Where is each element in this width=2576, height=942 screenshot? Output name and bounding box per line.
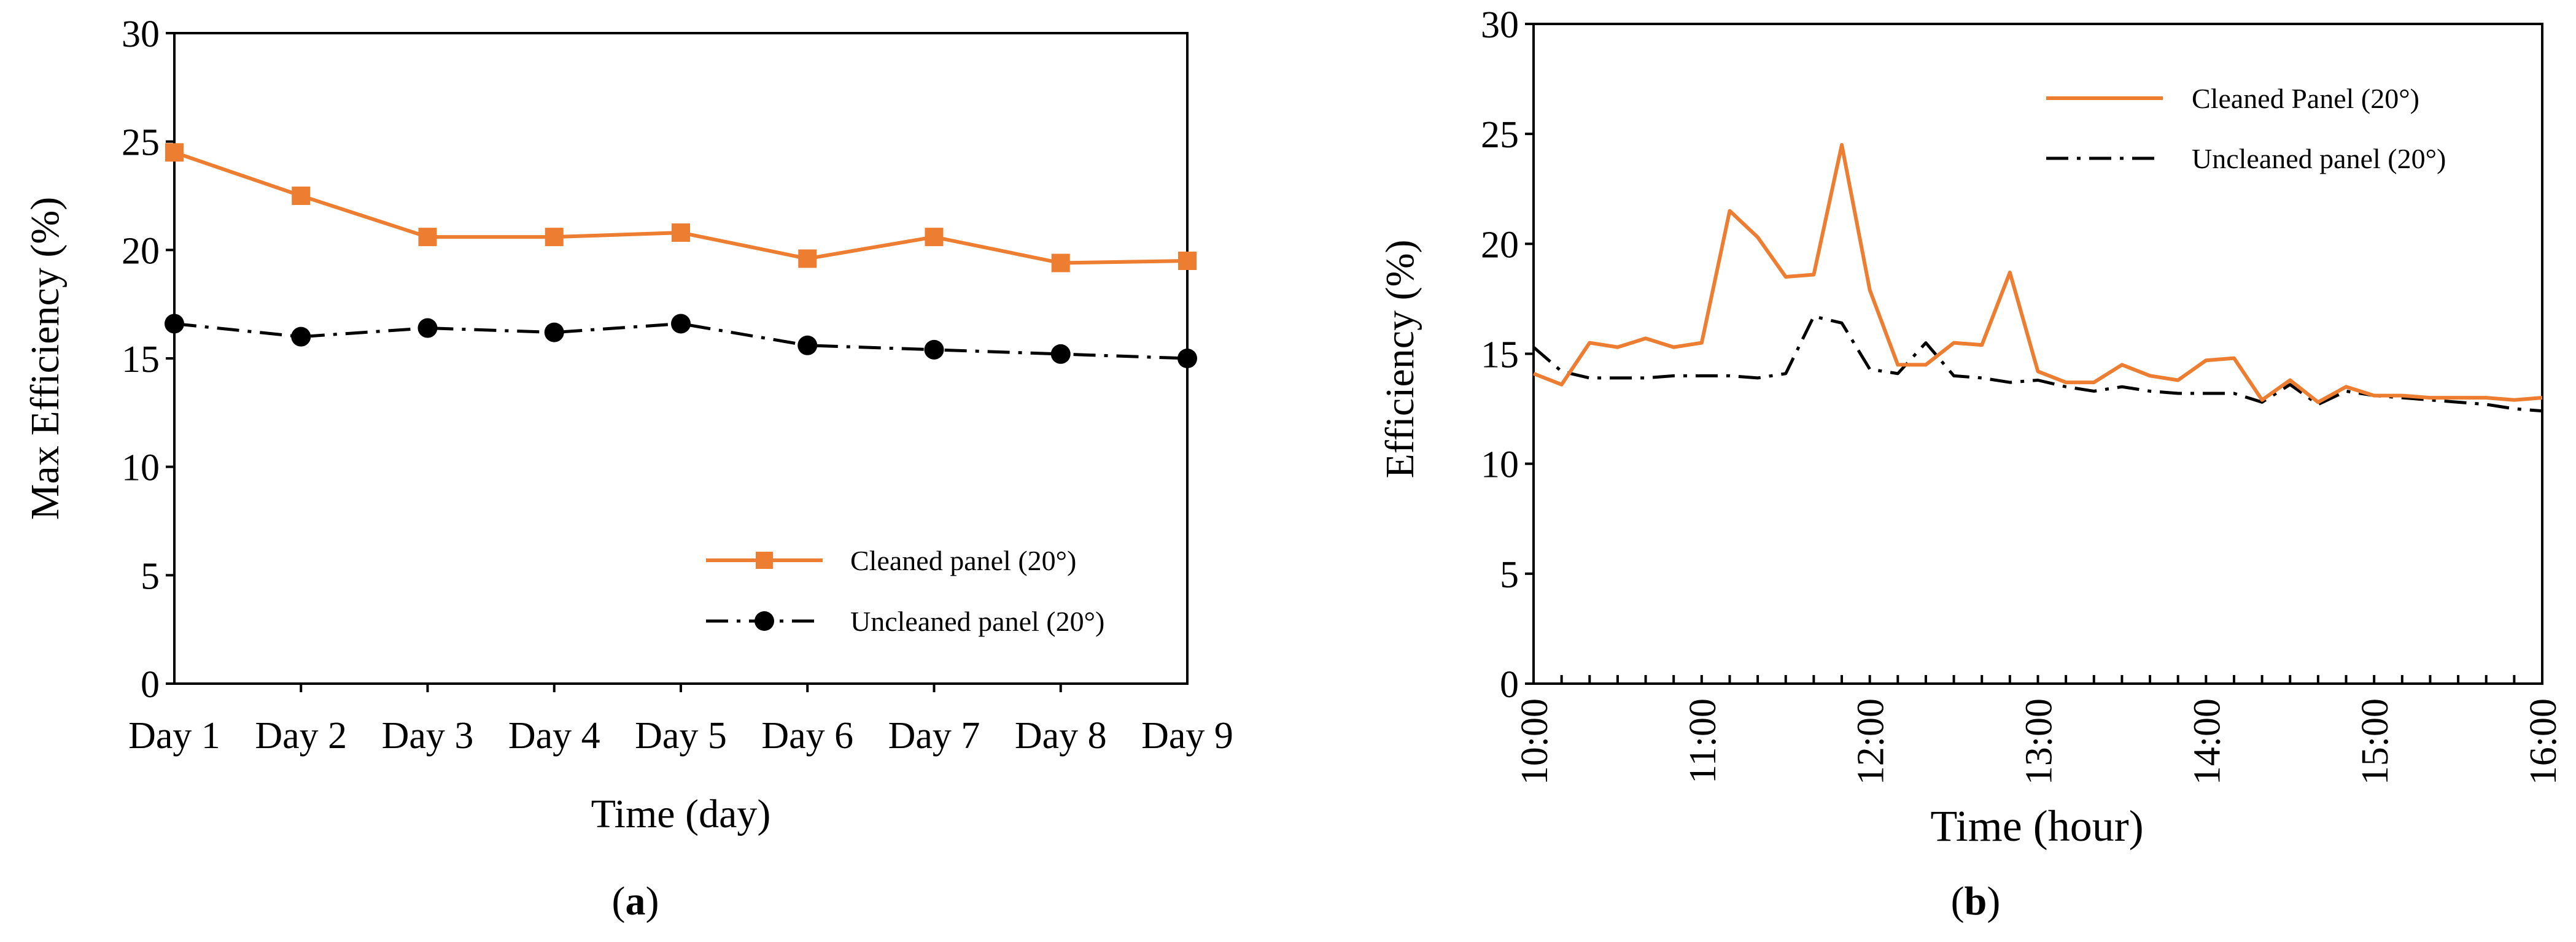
panel-a-point-cleaned bbox=[672, 223, 690, 242]
panel-a-legend: Cleaned panel (20°) Uncleaned panel (20°… bbox=[706, 545, 1104, 637]
panel-a-label: (a) bbox=[612, 879, 659, 924]
panel-b-series-line-cleaned bbox=[1532, 143, 2543, 404]
panel-b-plot-frame bbox=[1532, 23, 2543, 685]
panel-a-y-axis-label: Max Efficiency (%) bbox=[23, 197, 68, 520]
panel-a-point-uncleaned bbox=[291, 326, 311, 347]
panel-a-point-uncleaned bbox=[671, 314, 691, 334]
panel-b-legend: Cleaned Panel (20°) Uncleaned panel (20°… bbox=[2046, 83, 2446, 174]
panel-a-point-uncleaned bbox=[165, 314, 184, 334]
panel-b-y-tick-label: 15 bbox=[1481, 334, 1519, 376]
panel-b-y-tick-label: 20 bbox=[1481, 224, 1519, 266]
panel-a-point-uncleaned bbox=[1177, 349, 1197, 368]
panel-a-point-uncleaned bbox=[924, 339, 944, 360]
panel-a-point-uncleaned bbox=[1050, 344, 1071, 364]
panel-a-x-tick-label: Day 7 bbox=[888, 715, 980, 757]
panel-b-y-tick-label: 10 bbox=[1481, 444, 1519, 486]
panel-b-x-tick-label: 13:00 bbox=[2019, 698, 2060, 785]
panel-a-point-cleaned bbox=[165, 143, 184, 162]
panel-a-x-tick-label: Day 4 bbox=[508, 715, 600, 757]
panel-a-y-tick-label: 25 bbox=[122, 122, 160, 164]
panel-a-y-tick-label: 10 bbox=[122, 447, 160, 489]
panel-b-x-tick-label: 11:00 bbox=[1682, 698, 1724, 784]
panel-a-series-line-uncleaned bbox=[174, 322, 1188, 360]
legend-a-cleaned-marker bbox=[756, 552, 773, 569]
panel-a-x-tick-label: Day 5 bbox=[635, 715, 727, 757]
panel-a-series-line-cleaned bbox=[174, 150, 1188, 265]
panel-a-x-tick-label: Day 1 bbox=[128, 715, 220, 757]
panel-a-x-tick-label: Day 8 bbox=[1015, 715, 1107, 757]
panel-a-point-uncleaned bbox=[797, 335, 818, 355]
panel-b-x-tick-label: 14:00 bbox=[2186, 698, 2228, 785]
panel-a-x-tick-label: Day 6 bbox=[761, 715, 853, 757]
panel-b-x-tick-label: 10:00 bbox=[1514, 698, 1556, 785]
legend-a-uncleaned-label: Uncleaned panel (20°) bbox=[850, 606, 1104, 637]
panel-b-x-ticks: 10:00 11:00 12:00 13:00 14:00 15:00 16:00 bbox=[1514, 675, 2564, 785]
panel-a-y-tick-label: 5 bbox=[141, 555, 160, 597]
panel-b-series bbox=[1532, 143, 2543, 413]
panel-a-point-uncleaned bbox=[544, 322, 564, 342]
legend-a-uncleaned-marker bbox=[755, 611, 774, 631]
legend-b-uncleaned-label: Uncleaned panel (20°) bbox=[2192, 143, 2446, 174]
panel-a-y-tick-label: 15 bbox=[122, 339, 160, 380]
panel-a-y-ticks: 0 5 10 15 20 25 30 bbox=[122, 14, 174, 706]
panel-a-x-tick-label: Day 2 bbox=[255, 715, 347, 757]
panel-a-y-tick-label: 0 bbox=[141, 664, 160, 706]
panel-a-point-cleaned bbox=[925, 228, 944, 247]
panel-a-plot-frame bbox=[173, 32, 1189, 685]
panel-b-y-ticks: 0 5 10 15 20 25 30 bbox=[1481, 4, 1534, 706]
panel-b-x-axis-label: Time (hour) bbox=[1930, 801, 2143, 851]
panel-a-point-cleaned bbox=[1051, 253, 1070, 272]
panel-a-series bbox=[165, 143, 1197, 368]
panel-a-letter: a bbox=[626, 879, 646, 924]
panel-a-y-tick-label: 20 bbox=[122, 230, 160, 272]
panel-a-point-cleaned bbox=[798, 249, 817, 268]
panel-b-y-tick-label: 5 bbox=[1500, 554, 1519, 596]
panel-a-point-cleaned bbox=[418, 228, 437, 247]
panel-a-x-tick-label: Day 3 bbox=[382, 715, 474, 757]
panel-a-point-cleaned bbox=[545, 228, 564, 247]
panel-a-point-uncleaned bbox=[417, 318, 438, 338]
panel-b-chart: 0 5 10 15 20 25 30 10:00 11:00 12:00 13:00 14:00 15… bbox=[1378, 4, 2564, 924]
panel-b-x-tick-label: 16:00 bbox=[2523, 698, 2564, 785]
panel-b-label: (b) bbox=[1951, 879, 2001, 924]
panel-b-x-tick-label: 15:00 bbox=[2354, 698, 2396, 785]
panel-b-y-axis-label: Efficiency (%) bbox=[1378, 239, 1422, 478]
panel-b-letter: b bbox=[1965, 879, 1987, 924]
panel-b-x-tick-label: 12:00 bbox=[1850, 698, 1892, 785]
panel-b-y-tick-label: 30 bbox=[1481, 4, 1519, 46]
legend-a-cleaned-label: Cleaned panel (20°) bbox=[850, 545, 1076, 576]
panel-a-point-cleaned bbox=[1178, 252, 1197, 270]
panel-b-y-tick-label: 0 bbox=[1500, 664, 1519, 706]
legend-b-cleaned-label: Cleaned Panel (20°) bbox=[2192, 83, 2419, 114]
panel-b-y-tick-label: 25 bbox=[1481, 114, 1519, 156]
panel-a-x-ticks: Day 1 Day 2 Day 3 Day 4 Day 5 Day 6 Day 7 Day 8… bbox=[128, 684, 1233, 757]
panel-a-point-cleaned bbox=[292, 187, 311, 205]
panel-a-x-tick-label: Day 9 bbox=[1141, 715, 1233, 757]
panel-a-y-tick-label: 30 bbox=[122, 14, 160, 55]
panel-a-x-axis-label: Time (day) bbox=[591, 792, 771, 836]
